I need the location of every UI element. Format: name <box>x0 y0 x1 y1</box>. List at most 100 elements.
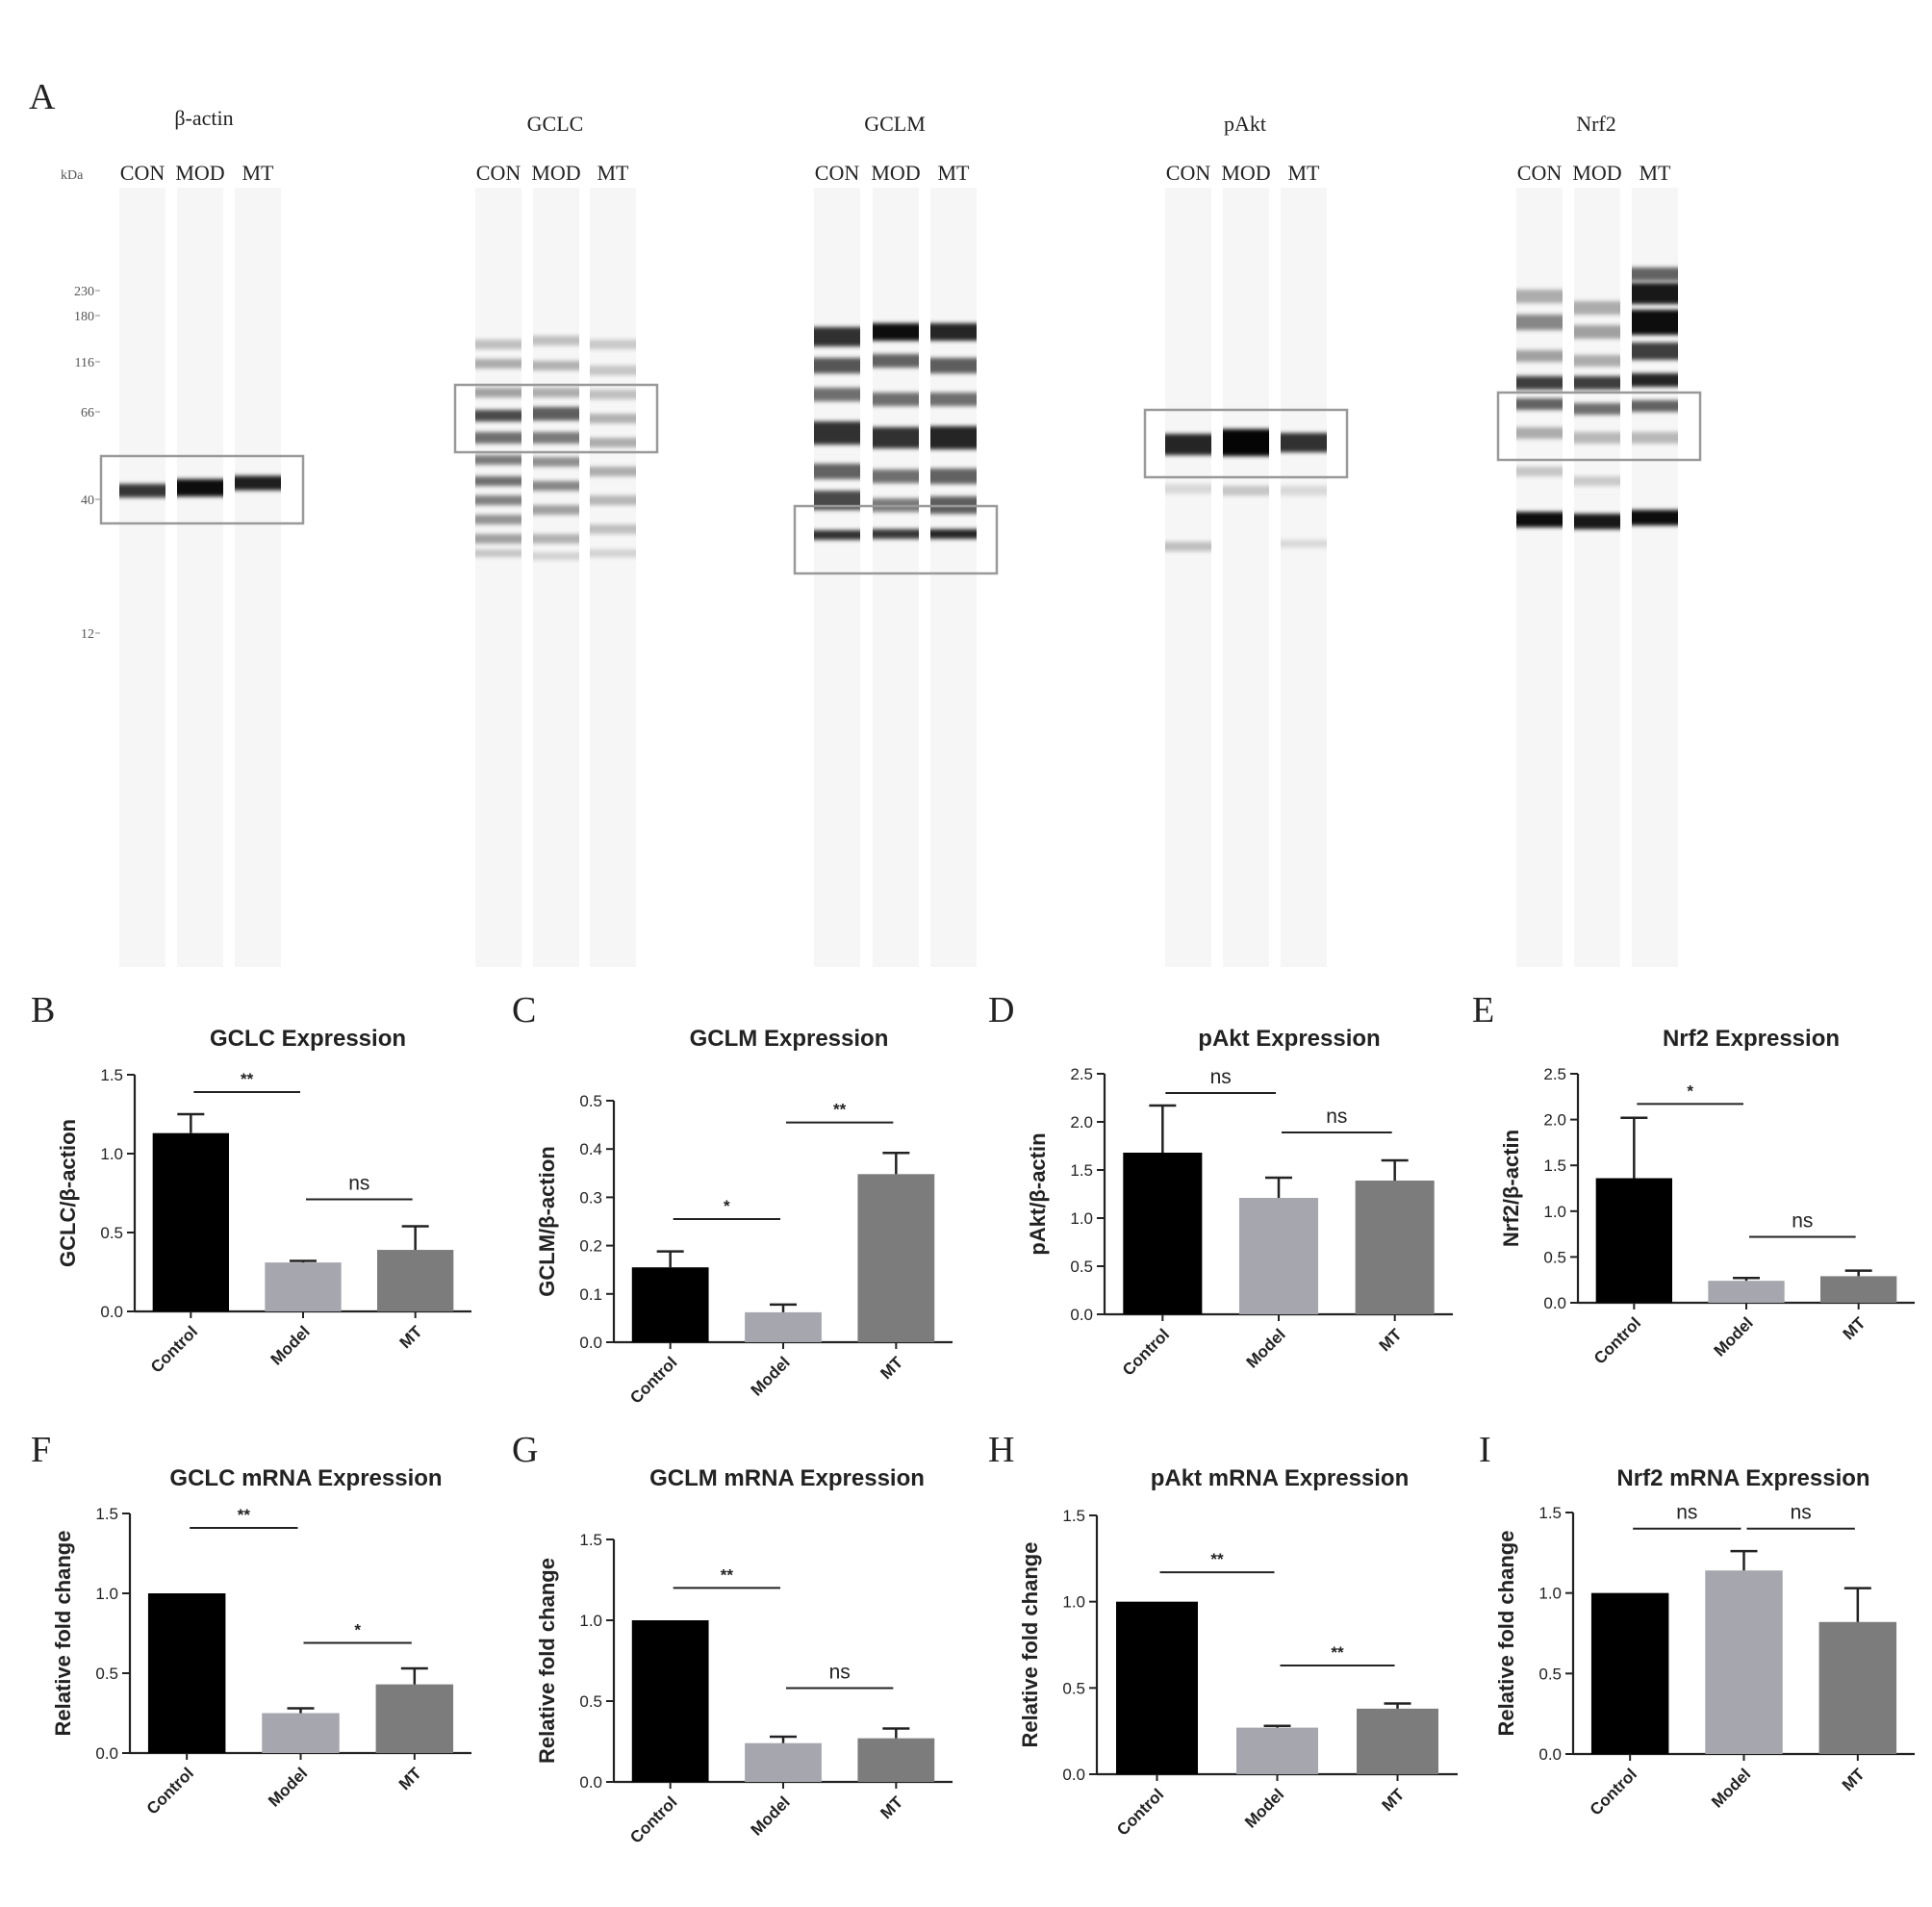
capillary-lane <box>235 188 281 967</box>
y-tick-label: 0.5 <box>579 1692 602 1711</box>
capillary-lane <box>475 188 521 967</box>
protein-band <box>873 354 919 368</box>
y-tick-label: 2.5 <box>1070 1065 1093 1083</box>
x-tick-label: Model <box>748 1793 794 1839</box>
protein-band <box>235 475 281 491</box>
significance-label: ns <box>348 1173 369 1195</box>
y-axis-label: pAkt/β-actin <box>1026 1132 1050 1255</box>
protein-band <box>814 464 860 479</box>
chart-title: Nrf2 Expression <box>1663 1026 1840 1052</box>
protein-band <box>590 366 636 375</box>
blot-title: GCLM <box>864 112 926 136</box>
protein-band <box>1632 310 1678 335</box>
blot-group: β-actin CON MOD MT <box>99 106 305 967</box>
y-tick-label: 2.5 <box>1543 1065 1566 1083</box>
protein-band <box>590 549 636 557</box>
protein-band <box>590 438 636 447</box>
bar-charts: B GCLC Expression 0.0 0.5 1.0 1.5 GCLC/β-actio… <box>31 990 1915 1847</box>
protein-band <box>930 529 977 539</box>
protein-band <box>475 340 521 349</box>
chart-title: GCLC Expression <box>210 1026 406 1052</box>
protein-band <box>1516 512 1563 527</box>
protein-band <box>533 552 579 560</box>
band-highlight-box <box>793 504 999 575</box>
bar-control <box>1116 1601 1198 1774</box>
significance-label: ** <box>241 1070 254 1088</box>
chart-title: Nrf2 mRNA Expression <box>1616 1465 1869 1491</box>
y-axis-label: GCLM/β-action <box>535 1146 559 1296</box>
capillary-lane <box>1516 188 1563 967</box>
lane-label: CON <box>1166 161 1211 185</box>
x-tick-label: Control <box>1587 1765 1640 1818</box>
x-tick-label: Control <box>1113 1785 1167 1839</box>
blot-title: Nrf2 <box>1576 112 1616 136</box>
protein-band <box>590 390 636 399</box>
x-tick-label: MT <box>877 1353 906 1383</box>
y-tick-label: 0.2 <box>579 1237 602 1256</box>
mw-marker-label: 116 <box>75 356 94 370</box>
y-tick-label: 1.0 <box>100 1145 123 1163</box>
protein-band <box>814 421 860 445</box>
protein-band <box>475 476 521 486</box>
panel-letter: F <box>31 1430 51 1470</box>
protein-band <box>533 407 579 420</box>
protein-band <box>119 484 165 497</box>
mw-marker-label: 180 <box>74 310 94 324</box>
protein-band <box>814 327 860 346</box>
bar-mt <box>857 1174 935 1342</box>
lane-label: CON <box>476 161 521 185</box>
y-tick-label: 1.5 <box>1070 1161 1093 1180</box>
x-tick-label: MT <box>877 1793 906 1822</box>
band-highlight-box <box>453 383 659 454</box>
x-tick-label: MT <box>395 1764 425 1793</box>
protein-band <box>590 496 636 505</box>
lane-label: MOD <box>531 161 580 185</box>
panel-letter: G <box>512 1430 538 1470</box>
capillary-lane <box>1281 188 1327 967</box>
x-tick-label: Control <box>147 1322 201 1376</box>
x-tick-label: Model <box>748 1353 794 1399</box>
lane-label: MT <box>1288 161 1321 185</box>
protein-band <box>1574 376 1620 390</box>
y-tick-label: 0.0 <box>579 1334 602 1352</box>
panel-letter: D <box>988 990 1014 1030</box>
chart-title: pAkt mRNA Expression <box>1151 1465 1410 1491</box>
significance-label: * <box>354 1620 361 1639</box>
bar-model <box>745 1742 822 1782</box>
y-axis-label: Relative fold change <box>1018 1542 1042 1748</box>
mw-marker-label: 40 <box>81 494 94 508</box>
protein-band <box>475 432 521 444</box>
mw-marker-column: 230 180 116 66 40 12 <box>74 285 100 642</box>
x-tick-label: MT <box>1839 1765 1868 1794</box>
y-tick-label: 0.3 <box>579 1188 602 1207</box>
protein-band <box>1516 398 1563 410</box>
protein-band <box>1165 434 1211 455</box>
y-tick-label: 0.0 <box>1543 1294 1566 1312</box>
bar-control <box>631 1620 709 1782</box>
lane-label: CON <box>1517 161 1563 185</box>
protein-band <box>873 393 919 406</box>
capillary-lane <box>1574 188 1620 967</box>
y-tick-label: 0.5 <box>100 1224 123 1242</box>
protein-band <box>1516 350 1563 362</box>
bar-model <box>1708 1281 1785 1303</box>
blot-group: GCLC CON MOD MT <box>453 112 659 967</box>
mw-marker-label: 230 <box>74 285 94 299</box>
significance-label: * <box>1687 1081 1693 1100</box>
bar-mt <box>1818 1621 1897 1754</box>
protein-band <box>930 393 977 406</box>
protein-band <box>1574 325 1620 339</box>
protein-band <box>814 358 860 373</box>
protein-band <box>930 323 977 341</box>
protein-band <box>533 361 579 370</box>
protein-band <box>1574 432 1620 444</box>
panel-letter: E <box>1472 990 1494 1030</box>
protein-band <box>475 455 521 465</box>
protein-band <box>177 479 223 496</box>
protein-band <box>533 534 579 544</box>
chart-panel-b: B GCLC Expression 0.0 0.5 1.0 1.5 GCLC/β-actio… <box>31 990 471 1377</box>
blot-group: pAkt CON MOD MT <box>1143 112 1349 967</box>
capillary-lane <box>119 188 165 967</box>
chart-panel-g: G GCLM mRNA Expression 0.0 0.5 1.0 1.5 Relativ… <box>512 1430 953 1847</box>
protein-band <box>873 529 919 539</box>
